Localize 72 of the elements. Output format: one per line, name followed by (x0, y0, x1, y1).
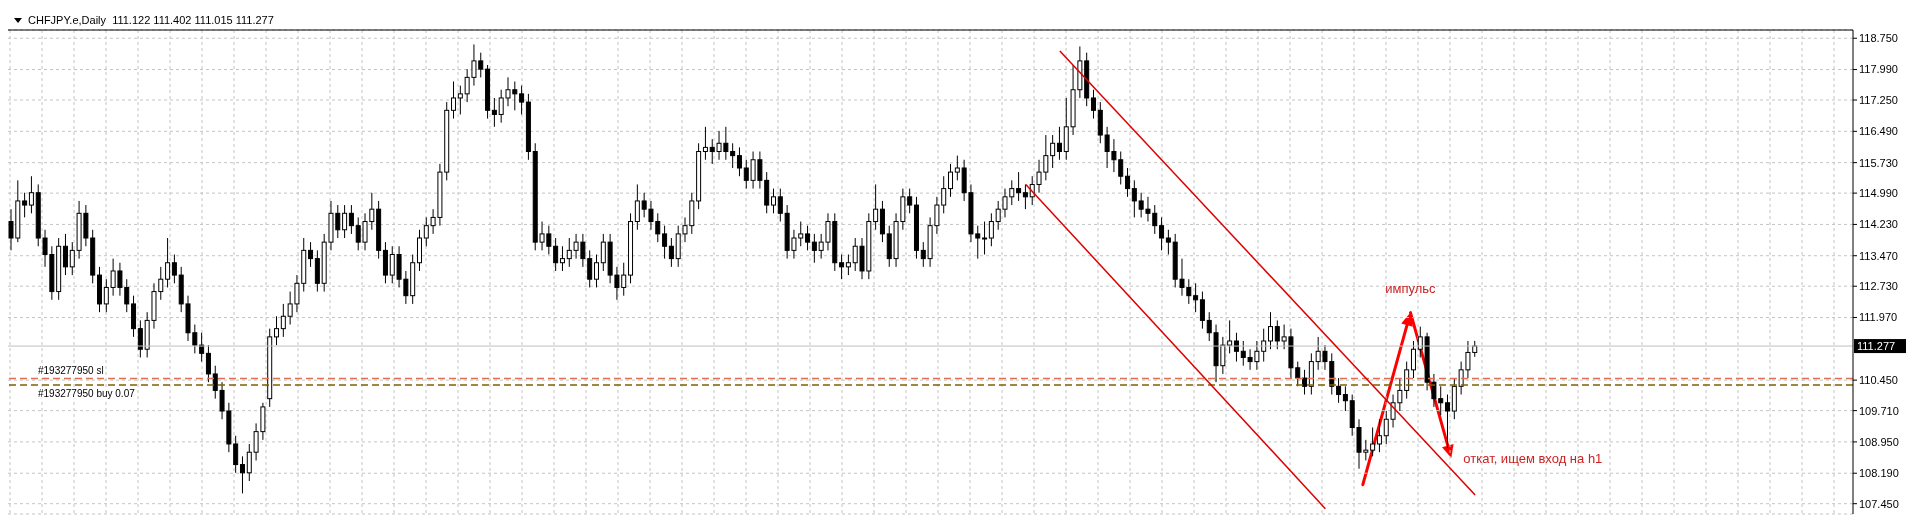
candlestick (982, 221, 988, 255)
candlestick (702, 126, 708, 161)
y-tick-label: 110.450 (1859, 374, 1898, 387)
candlestick (594, 253, 599, 288)
candlestick (1370, 427, 1376, 457)
candlestick (988, 212, 994, 247)
y-tick-label: 108.190 (1859, 467, 1899, 480)
candlestick (348, 204, 354, 235)
candlestick (1268, 311, 1273, 350)
ref-line-label: #193277950 sl (38, 365, 104, 377)
y-tick-label: 112.730 (1859, 280, 1898, 293)
candlestick (28, 175, 34, 214)
y-tick-label: 114.230 (1859, 218, 1898, 231)
candlestick (1090, 89, 1096, 120)
candlestick (811, 233, 817, 264)
y-tick-label: 109.710 (1859, 404, 1899, 417)
candlestick (553, 237, 559, 272)
ref-line-label: #193277950 buy 0.07 (38, 388, 136, 400)
candlestick (1445, 394, 1451, 449)
y-tick-label: 117.250 (1859, 93, 1898, 106)
candlestick (845, 253, 851, 276)
y-tick-label: 114.990 (1859, 187, 1898, 200)
candlestick (1336, 377, 1342, 404)
candlestick (1056, 126, 1062, 161)
annotation: импульс (1385, 280, 1437, 296)
candlestick (771, 188, 777, 214)
annotation: откат, ищем вход на h1 (1463, 451, 1603, 467)
y-tick-label: 108.950 (1859, 435, 1899, 448)
y-tick-label: 113.470 (1859, 249, 1898, 262)
y-tick-label: 116.490 (1859, 125, 1898, 138)
candlestick (1022, 183, 1028, 210)
candlestick (1159, 216, 1165, 251)
ref-line-label: 111.277 (1857, 340, 1896, 353)
candlestick (342, 204, 348, 239)
candlestick (22, 192, 28, 218)
y-tick-label: 107.450 (1859, 497, 1899, 510)
candlestick (1342, 385, 1348, 412)
candlestick (948, 163, 954, 198)
candlestick (668, 237, 674, 268)
candlestick (137, 319, 143, 358)
y-tick-label: 118.750 (1859, 32, 1898, 45)
candlestick (559, 245, 565, 272)
candlestick (1125, 167, 1131, 198)
candlestick (1016, 171, 1022, 202)
candlestick (1199, 291, 1205, 330)
candlestick (491, 97, 497, 128)
candlestick (171, 253, 177, 284)
candlestick (274, 315, 280, 346)
candlestick (736, 146, 742, 177)
candlestick (165, 237, 171, 288)
candlestick (634, 183, 640, 231)
candlestick (839, 253, 845, 280)
candlestick (1165, 229, 1171, 255)
y-tick-label: 111.970 (1859, 311, 1898, 324)
candlestick (805, 225, 811, 251)
candlestick (662, 225, 668, 260)
candlestick (62, 233, 68, 276)
chart-title: CHFJPY.e,Daily 111.122 111.402 111.015 111.277 (28, 14, 274, 26)
y-tick-label: 117.990 (1859, 63, 1898, 76)
candlestick (519, 85, 525, 115)
candlestick (239, 455, 245, 494)
candlestick (873, 183, 879, 231)
candlestick (451, 80, 457, 120)
candlestick (1050, 134, 1056, 169)
candlestick (1193, 282, 1199, 313)
candlestick (1410, 340, 1416, 379)
candlestick (308, 241, 314, 268)
candlestick (1227, 319, 1233, 354)
candlestick (1376, 418, 1382, 453)
y-tick-label: 115.730 (1859, 156, 1898, 169)
candlestick (1302, 369, 1308, 396)
candlestick (205, 344, 211, 383)
